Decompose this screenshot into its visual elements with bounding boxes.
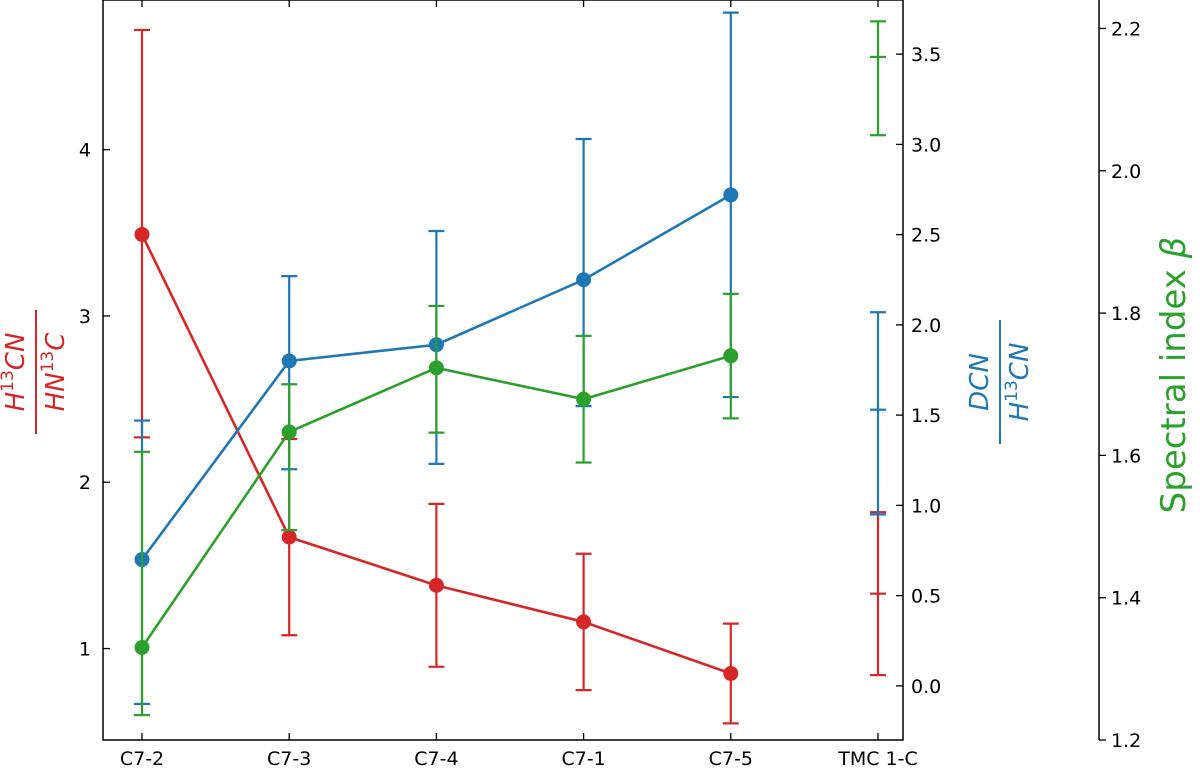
x-tick-label: C7-1	[561, 748, 605, 769]
series-left-point	[428, 577, 444, 593]
series-left-point	[723, 665, 739, 681]
dcn-tick-label: 1.5	[911, 405, 941, 427]
series-right2-point	[134, 640, 150, 655]
x-tick-label: C7-2	[120, 748, 164, 769]
left-axis-title-num-main: H	[1, 392, 31, 412]
series-right1-point	[576, 272, 592, 288]
series-right1-point	[723, 187, 739, 203]
left-axis-title-num-sup: 13	[0, 370, 18, 392]
spectral-tick-label: 1.6	[1111, 445, 1141, 467]
left-tick-label: 3	[79, 306, 91, 328]
spectral-axis-title-text: Spectral index β	[1154, 237, 1194, 514]
left-axis-title-den-sup: 13	[38, 351, 58, 373]
series-left-point	[281, 529, 297, 545]
dcn-tick-label: 2.0	[911, 315, 941, 337]
spectral-axis-title: Spectral index β	[1154, 237, 1194, 514]
left-axis-title-numerator: H13CN	[0, 333, 31, 412]
dcn-axis-title-numerator: DCN	[965, 353, 995, 411]
dcn-axis-title-den-sup: 13	[1002, 380, 1022, 402]
left-axis-title-den-main: HN	[41, 372, 71, 411]
axes-layer	[102, 0, 1106, 741]
left-tick-label: 4	[79, 140, 91, 162]
left-axis-title-denominator: HN13C	[38, 332, 71, 412]
series-layer	[134, 11, 886, 725]
left-tick-label: 1	[79, 639, 91, 661]
labels-layer: C7-2 C7-3 C7-4 C7-1 C7-5 TMC 1-C 1 2 3 4 0.0 0.5 1.0…	[0, 18, 1194, 769]
dcn-axis-title-denominator: H13CN	[1002, 343, 1035, 422]
series-left-point	[134, 226, 150, 242]
series-left-point	[576, 614, 592, 630]
dcn-tick-label: 3.5	[911, 44, 941, 66]
dcn-axis-title-den-rest: CN	[1005, 343, 1035, 381]
x-tick-label: C7-5	[709, 748, 753, 769]
spectral-tick-label: 1.4	[1111, 588, 1141, 610]
spectral-title-symbol: β	[1154, 237, 1194, 260]
dcn-tick-label: 0.5	[911, 586, 941, 608]
x-tick-label: C7-4	[414, 748, 458, 769]
left-tick-label: 2	[79, 472, 91, 494]
series-right2-point	[428, 360, 444, 376]
series-right1-point	[281, 353, 297, 369]
series-right2-point	[576, 391, 592, 407]
left-axis-title-den-rest: C	[41, 332, 71, 351]
dcn-axis-title-num-main: DCN	[965, 353, 995, 411]
series-right2-point	[281, 424, 297, 440]
spectral-tick-label: 1.8	[1111, 303, 1141, 325]
spectral-title-words: Spectral index	[1154, 258, 1194, 513]
spectral-tick-label: 2.0	[1111, 161, 1141, 183]
dcn-tick-label: 2.5	[911, 225, 941, 247]
x-tick-label: TMC 1-C	[837, 748, 918, 769]
dcn-tick-label: 3.0	[911, 134, 941, 156]
dcn-tick-label: 0.0	[911, 676, 941, 698]
left-axis-title-num-rest: CN	[1, 333, 31, 371]
plot-frame	[102, 0, 904, 741]
dcn-axis-title-den-main: H	[1005, 402, 1035, 422]
series-right2-point	[723, 348, 739, 364]
x-tick-label: C7-3	[267, 748, 311, 769]
spectral-tick-label: 2.2	[1111, 18, 1141, 40]
dcn-tick-label: 1.0	[911, 495, 941, 517]
spectral-tick-label: 1.2	[1111, 730, 1141, 752]
